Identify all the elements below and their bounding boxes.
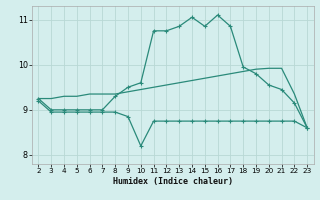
X-axis label: Humidex (Indice chaleur): Humidex (Indice chaleur) [113, 177, 233, 186]
